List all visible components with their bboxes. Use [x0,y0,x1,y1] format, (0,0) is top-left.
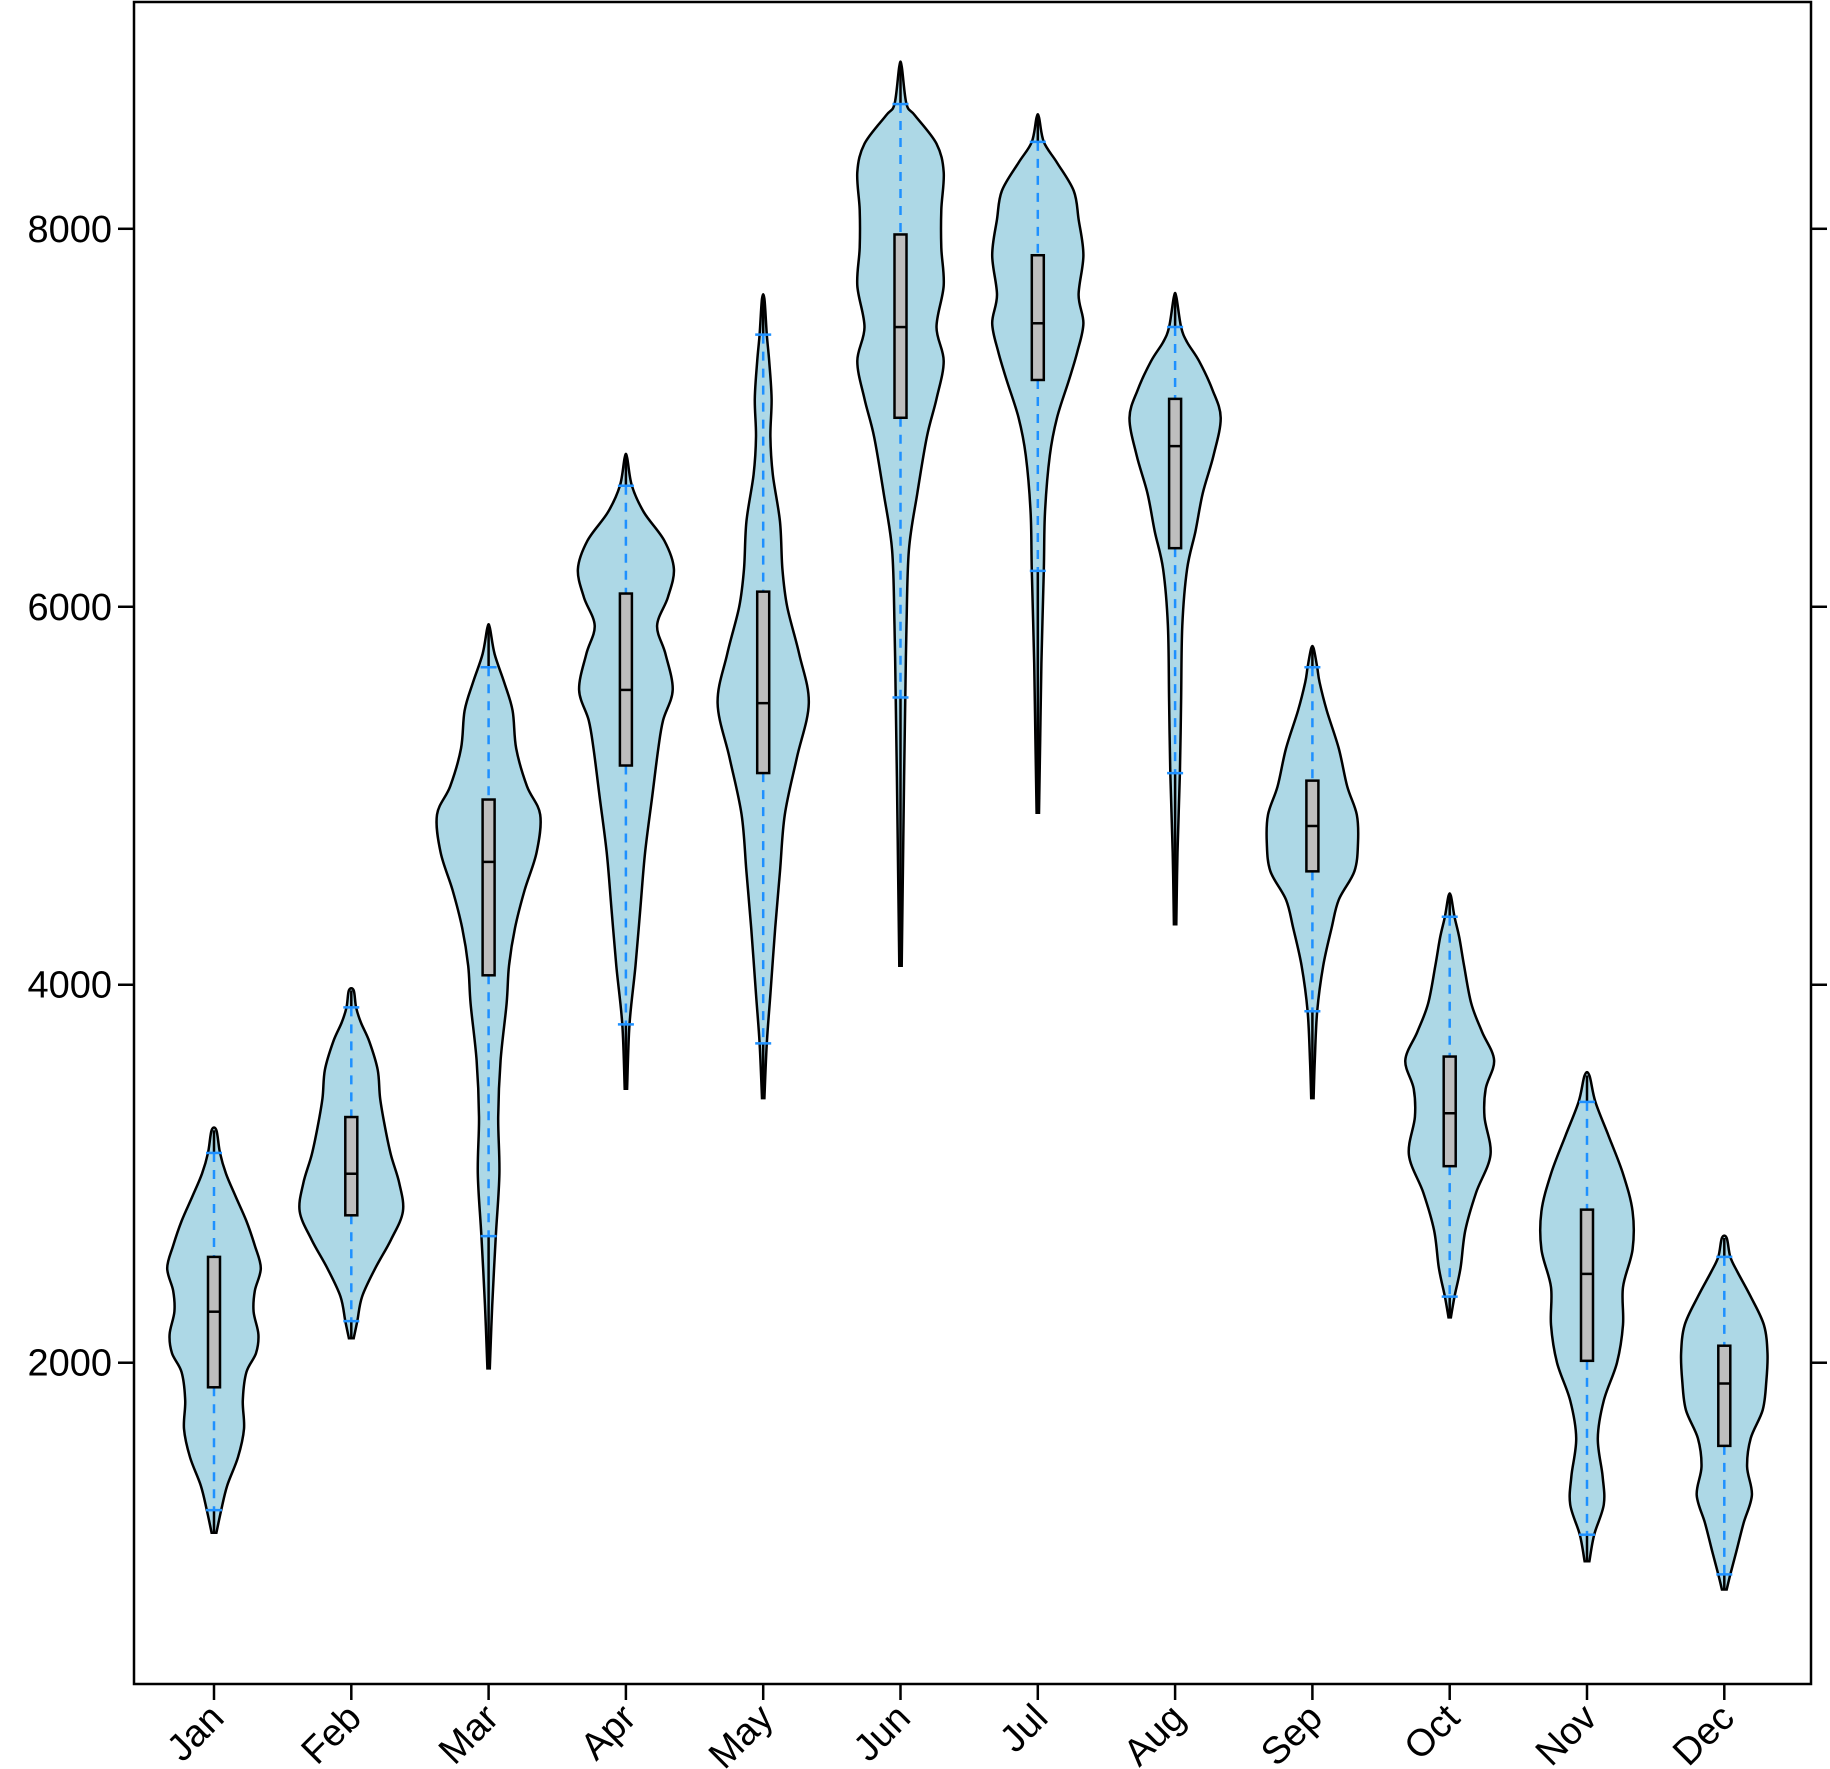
violin-nov [1538,1070,1636,1563]
violin-may [716,292,811,1100]
violin-body [1128,291,1222,926]
plot-frame [132,0,1813,1686]
violin-apr [576,452,676,1090]
iqr-box [481,798,496,977]
x-tick-label: Mar [431,1696,507,1769]
y-tick-label: 6000 [27,587,112,629]
violin-jan [165,1126,263,1535]
violin-feb [298,987,405,1340]
violin-sep [1265,644,1360,1100]
y-tick-label: 4000 [27,965,112,1007]
violins [165,60,1769,1591]
violin-mar [435,622,542,1370]
x-tick-label: Dec [1665,1697,1742,1769]
x-tick-label: Nov [1528,1697,1605,1769]
y-tick-label: 2000 [27,1343,112,1385]
violin-oct [1404,892,1496,1319]
iqr-box [1167,397,1183,550]
y-axis-right [1811,227,1827,1364]
iqr-box [344,1115,359,1217]
iqr-box [1442,1055,1457,1168]
x-tick-label: Jun [846,1697,919,1769]
x-tick-label: Feb [294,1697,370,1769]
violin-jun [855,60,946,968]
x-tick-label: Jul [992,1697,1056,1761]
violin-aug [1128,291,1222,926]
iqr-box [755,590,771,775]
x-axis: Jan Feb Mar Apr May Jun Jul Aug Sep Oct Nov Dec [159,1684,1743,1769]
x-tick-label: Oct [1397,1696,1469,1768]
iqr-box [206,1255,222,1389]
x-tick-label: Sep [1253,1697,1331,1769]
y-axis-left: 2000 4000 6000 8000 [27,209,134,1385]
iqr-box [1030,253,1046,382]
violin-body [855,60,946,968]
iqr-box [618,592,634,767]
violin-jul [990,112,1085,815]
x-tick-label: May [701,1697,781,1769]
y-tick-label: 8000 [27,209,112,251]
iqr-box [1717,1344,1732,1448]
x-tick-label: Jan [159,1697,232,1769]
x-tick-label: Aug [1116,1697,1194,1769]
violin-dec [1679,1234,1769,1591]
iqr-box [1579,1208,1595,1363]
violin-body [990,112,1085,815]
x-tick-label: Apr [573,1696,645,1768]
